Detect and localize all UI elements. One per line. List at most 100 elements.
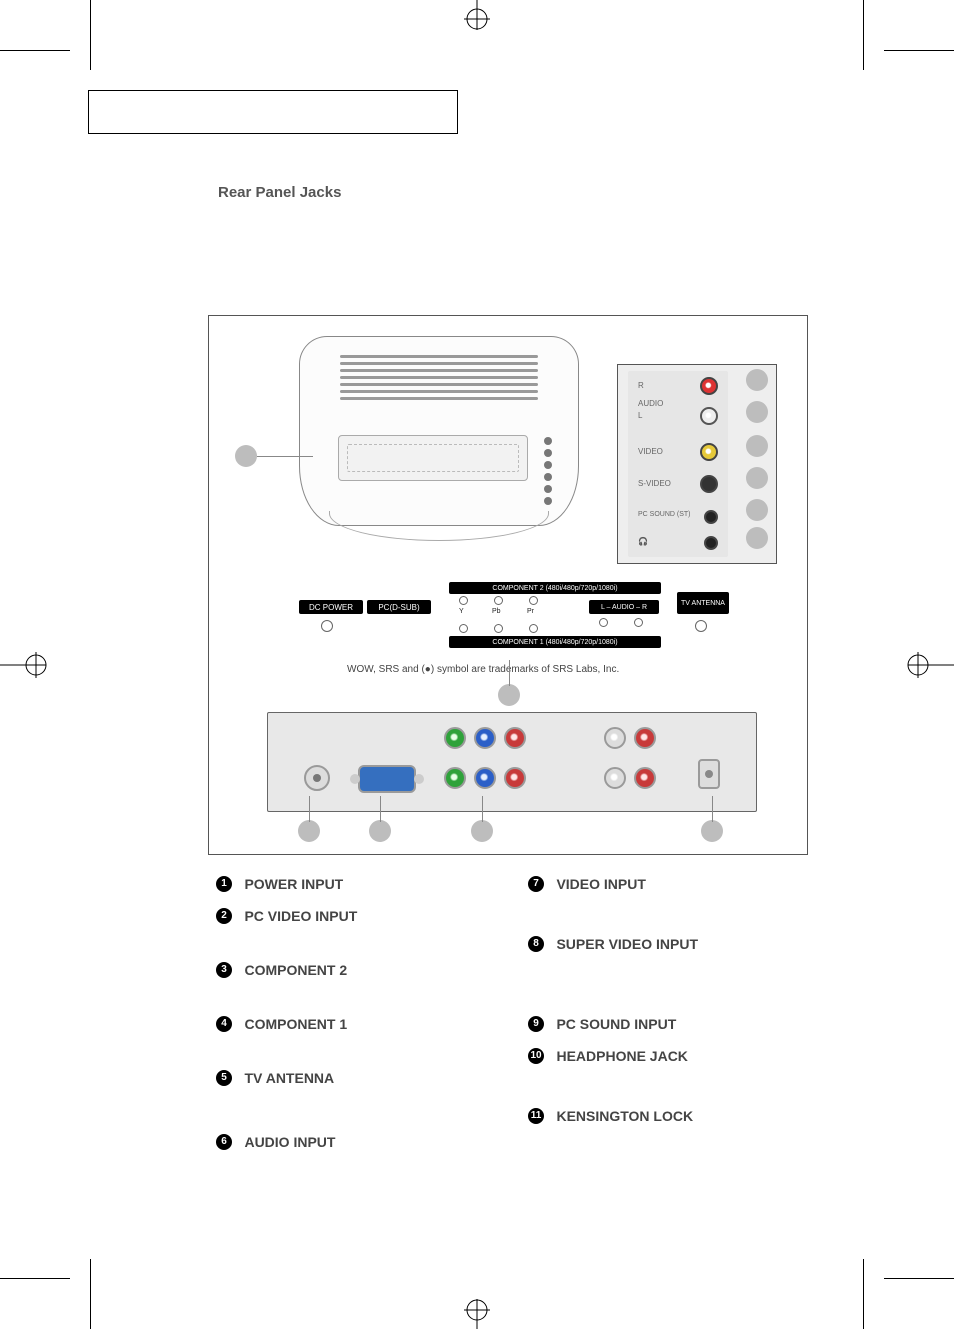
legend-number: 4 <box>216 1016 232 1032</box>
side-jack-detail: R AUDIO L VIDEO S-VIDEO <box>617 364 777 564</box>
legend-number: 3 <box>216 962 232 978</box>
tv-vents <box>340 355 538 405</box>
crop-mark-right <box>898 646 954 684</box>
legend-number: 9 <box>528 1016 544 1032</box>
legend-item-11: 11 KENSINGTON LOCK <box>528 1107 693 1125</box>
legend-item-7: 7 VIDEO INPUT <box>528 875 646 893</box>
callout-dot <box>746 499 768 521</box>
component2-y-jack <box>444 727 466 749</box>
legend-item-4: 4 COMPONENT 1 <box>216 1015 347 1033</box>
callout-dot <box>471 820 493 842</box>
legend-label: SUPER VIDEO INPUT <box>556 936 698 952</box>
label-l-audio-r: L – AUDIO – R <box>589 600 659 614</box>
legend-label: POWER INPUT <box>244 876 343 892</box>
port-outline <box>321 620 333 632</box>
legend-label: PC VIDEO INPUT <box>244 908 357 924</box>
component1-pb-jack <box>474 767 496 789</box>
legend-item-10: 10 HEADPHONE JACK <box>528 1047 688 1065</box>
headphone-icon: 🎧 <box>638 537 648 546</box>
title-box <box>88 90 458 134</box>
label-component2: COMPONENT 2 (480i/480p/720p/1080i) <box>449 582 661 594</box>
legend-number: 2 <box>216 908 232 924</box>
component2-pr-jack <box>504 727 526 749</box>
legend-label: TV ANTENNA <box>244 1070 334 1086</box>
legend-label: AUDIO INPUT <box>244 1134 335 1150</box>
component2-audio-r-jack <box>634 727 656 749</box>
callout-dot <box>498 684 520 706</box>
legend-label: COMPONENT 2 <box>244 962 347 978</box>
audio-l-jack <box>700 407 718 425</box>
callout-dot <box>746 401 768 423</box>
headphone-jack <box>704 536 718 550</box>
audio-r-jack <box>700 377 718 395</box>
label-pcsound: PC SOUND (ST) <box>638 511 691 519</box>
label-tv-antenna: TV ANTENNA <box>677 592 729 614</box>
label-video: VIDEO <box>638 447 663 456</box>
port-outline <box>494 624 503 633</box>
tv-stand-curve <box>329 511 549 541</box>
port-outline <box>695 620 707 632</box>
component2-audio-l-jack <box>604 727 626 749</box>
legend-item-8: 8 SUPER VIDEO INPUT <box>528 935 698 953</box>
legend-item-2: 2 PC VIDEO INPUT <box>216 907 357 925</box>
component1-pr-jack <box>504 767 526 789</box>
port-outline <box>459 596 468 605</box>
section-title: Rear Panel Jacks <box>218 184 866 201</box>
label-pr: Pr <box>527 608 534 615</box>
label-dc-power: DC POWER <box>299 600 363 614</box>
crop-mark-left <box>0 646 56 684</box>
component2-pb-jack <box>474 727 496 749</box>
legend-label: HEADPHONE JACK <box>556 1048 687 1064</box>
legend-label: PC SOUND INPUT <box>556 1016 676 1032</box>
legend-item-3: 3 COMPONENT 2 <box>216 961 347 979</box>
svideo-jack <box>700 475 718 493</box>
trim-line <box>0 50 70 51</box>
legend-label: VIDEO INPUT <box>556 876 645 892</box>
component1-y-jack <box>444 767 466 789</box>
video-jack <box>700 443 718 461</box>
legend-number: 6 <box>216 1134 232 1150</box>
trim-line <box>884 1278 954 1279</box>
port-outline <box>634 618 643 627</box>
label-audio-r: R <box>638 381 644 390</box>
label-pb: Pb <box>492 608 501 615</box>
port-outline <box>529 596 538 605</box>
callout-dot <box>746 527 768 549</box>
legend-item-1: 1 POWER INPUT <box>216 875 343 893</box>
tv-rear-illustration <box>299 336 579 556</box>
label-svideo: S-VIDEO <box>638 479 671 488</box>
crop-mark-bottom <box>458 1291 496 1329</box>
tv-rear-panel <box>338 435 528 481</box>
port-outline <box>529 624 538 633</box>
callout-dot <box>746 369 768 391</box>
callout-line <box>309 796 310 822</box>
port-outline <box>459 624 468 633</box>
crop-mark-top <box>458 0 496 38</box>
pc-sound-jack <box>704 510 718 524</box>
antenna-coax-jack <box>698 759 720 789</box>
port-outline <box>494 596 503 605</box>
callout-line <box>380 796 381 822</box>
label-component1: COMPONENT 1 (480i/480p/720p/1080i) <box>449 636 661 648</box>
legend-item-9: 9 PC SOUND INPUT <box>528 1015 676 1033</box>
callout-line <box>257 456 313 457</box>
legend-label: KENSINGTON LOCK <box>556 1108 693 1124</box>
legend-number: 11 <box>528 1108 544 1124</box>
component1-audio-r-jack <box>634 767 656 789</box>
callout-line <box>509 660 510 686</box>
vga-port <box>358 765 416 793</box>
callout-dot <box>369 820 391 842</box>
tv-side-jacks-mini <box>538 433 558 509</box>
callout-line <box>482 796 483 822</box>
label-pc-dsub: PC(D-SUB) <box>367 600 431 614</box>
legend-number: 8 <box>528 936 544 952</box>
trim-line <box>0 1278 70 1279</box>
port-label-strip: DC POWER PC(D-SUB) COMPONENT 2 (480i/480… <box>299 582 749 654</box>
page-content: Rear Panel Jacks ☛ <box>88 40 866 1289</box>
srs-trademark-note: WOW, SRS and (●) symbol are trademarks o… <box>347 664 619 675</box>
legend-number: 7 <box>528 876 544 892</box>
legend-item-6: 6 AUDIO INPUT <box>216 1133 335 1151</box>
trim-line <box>884 50 954 51</box>
legend-number: 5 <box>216 1070 232 1086</box>
callout-dot <box>235 445 257 467</box>
